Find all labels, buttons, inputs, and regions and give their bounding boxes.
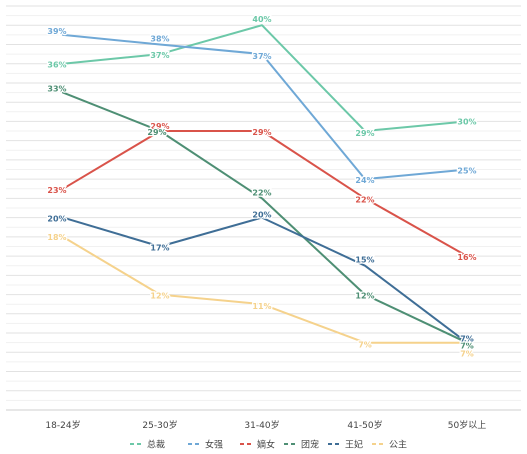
x-tick-label: 18-24岁 (45, 419, 80, 431)
legend-label: 王妃 (345, 439, 363, 451)
data-label: 29% (355, 129, 374, 138)
data-label: 18% (47, 233, 66, 242)
gridlines (6, 5, 521, 411)
legend-label: 团宠 (301, 439, 319, 451)
data-label: 12% (355, 292, 374, 301)
data-label: 29% (252, 128, 271, 137)
series-line (62, 24, 468, 132)
x-tick-label: 25-30岁 (142, 419, 177, 431)
legend-label: 总裁 (147, 439, 165, 451)
data-label: 22% (252, 188, 271, 197)
data-label: 39% (47, 27, 66, 36)
legend-item: 团宠 (284, 439, 319, 451)
x-tick-label: 50岁以上 (448, 419, 486, 431)
legend-item: 公主 (372, 439, 407, 451)
data-label: 40% (252, 15, 271, 24)
data-label: 38% (150, 34, 169, 43)
data-label: 20% (47, 215, 66, 224)
series-line (62, 130, 468, 258)
data-label: 20% (252, 211, 271, 220)
legend: 总裁 女强 嫡女 团宠 王妃 公主 (130, 439, 407, 451)
data-label: 7% (460, 342, 474, 351)
legend-item: 总裁 (130, 439, 165, 451)
series-line (62, 235, 468, 344)
data-label: 7% (460, 350, 474, 359)
legend-item: 女强 (188, 439, 223, 451)
data-label: 37% (252, 52, 271, 61)
series-lines (62, 24, 468, 344)
x-tick-label: 31-40岁 (244, 419, 279, 431)
data-label: 36% (47, 61, 66, 70)
data-label: 16% (457, 253, 476, 262)
data-label: 17% (150, 243, 169, 252)
data-label: 23% (47, 186, 66, 195)
data-label: 25% (457, 167, 476, 176)
x-axis: 18-24岁 25-30岁 31-40岁 41-50岁 50岁以上 (6, 409, 521, 431)
data-label: 29% (150, 122, 169, 131)
data-label: 15% (355, 256, 374, 265)
data-label: 11% (252, 302, 271, 311)
data-label: 29% (147, 128, 166, 137)
data-label: 7% (358, 341, 372, 350)
series-line (62, 33, 468, 181)
data-label: 22% (355, 195, 374, 204)
series-line (62, 91, 468, 344)
data-label: 12% (150, 292, 169, 301)
series-line (62, 216, 468, 344)
data-label: 33% (47, 85, 66, 94)
data-label: 7% (460, 335, 474, 344)
legend-item: 嫡女 (240, 439, 275, 451)
legend-label: 嫡女 (257, 439, 275, 451)
legend-item: 王妃 (328, 439, 363, 451)
data-label: 37% (150, 51, 169, 60)
x-tick-label: 41-50岁 (347, 419, 382, 431)
data-labels: 36%37%40%29%30%39%38%37%24%25%23%29%29%2… (46, 14, 478, 360)
data-label: 30% (457, 117, 476, 126)
legend-label: 公主 (389, 439, 407, 451)
data-label: 24% (355, 176, 374, 185)
legend-label: 女强 (205, 439, 223, 451)
